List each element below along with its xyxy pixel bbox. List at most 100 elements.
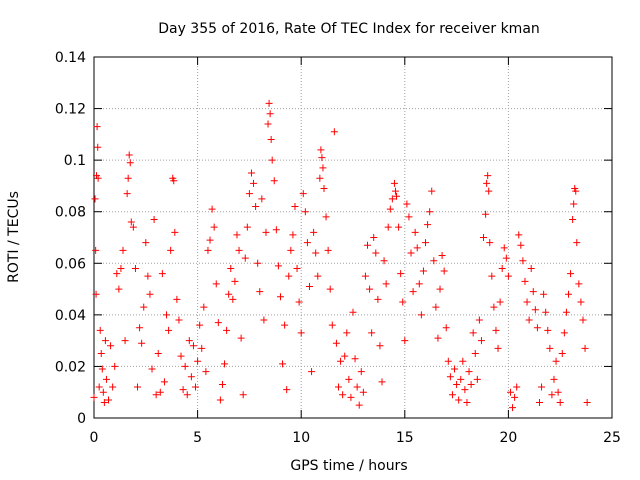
y-tick-label: 0.02	[55, 359, 86, 375]
data-point	[521, 277, 529, 285]
data-point	[579, 316, 587, 324]
data-point	[93, 123, 101, 131]
data-point	[440, 267, 448, 275]
y-tick-label: 0.08	[55, 205, 86, 221]
data-point	[570, 200, 578, 208]
y-tick-label: 0.1	[64, 153, 86, 169]
data-point	[227, 264, 235, 272]
data-point	[498, 264, 506, 272]
data-point	[235, 246, 243, 254]
data-point	[380, 257, 388, 265]
data-point	[490, 303, 498, 311]
data-point	[267, 136, 275, 144]
data-point	[567, 270, 575, 278]
data-point	[179, 386, 187, 394]
data-point	[131, 264, 139, 272]
y-tick-label: 0.12	[55, 102, 86, 118]
data-point	[432, 303, 440, 311]
data-point	[295, 298, 303, 306]
data-point	[550, 375, 558, 383]
data-point	[177, 352, 185, 360]
data-point	[262, 228, 270, 236]
data-point	[465, 368, 473, 376]
data-point	[415, 280, 423, 288]
data-point	[345, 375, 353, 383]
data-point	[308, 368, 316, 376]
data-point	[212, 280, 220, 288]
data-point	[411, 228, 419, 236]
data-point	[237, 334, 245, 342]
data-point	[519, 257, 527, 265]
data-point	[347, 393, 355, 401]
data-point	[469, 329, 477, 337]
data-point	[544, 326, 552, 334]
data-point	[504, 272, 512, 280]
data-point	[200, 303, 208, 311]
data-point	[109, 383, 117, 391]
data-point	[506, 388, 514, 396]
chart-title: Day 355 of 2016, Rate Of TEC Index for r…	[158, 21, 540, 37]
y-tick-label: 0	[77, 411, 86, 427]
data-point	[276, 293, 284, 301]
data-point	[156, 388, 164, 396]
data-point	[163, 311, 171, 319]
data-point	[407, 249, 415, 257]
data-point	[457, 375, 465, 383]
axis-ticks: 0 0.02 0.04 0.06 0.08 0.1 0.12 0.14 0 5 10 15 20 25	[55, 50, 621, 446]
data-point	[291, 203, 299, 211]
grid-lines	[94, 57, 612, 418]
data-point	[243, 223, 251, 231]
data-point	[393, 192, 401, 200]
data-point	[92, 290, 100, 298]
data-point	[500, 244, 508, 252]
data-point	[170, 177, 178, 185]
data-point	[552, 357, 560, 365]
data-point	[448, 391, 456, 399]
data-point	[430, 257, 438, 265]
data-point	[265, 99, 273, 107]
data-points	[90, 99, 591, 412]
data-point	[316, 174, 324, 182]
data-point	[334, 383, 342, 391]
data-point	[324, 246, 332, 254]
data-point	[283, 386, 291, 394]
data-point	[121, 337, 129, 345]
data-point	[484, 172, 492, 180]
data-point	[343, 329, 351, 337]
data-point	[488, 272, 496, 280]
y-tick-label: 0.06	[55, 256, 86, 272]
data-point	[386, 205, 394, 213]
data-point	[260, 316, 268, 324]
data-point	[285, 272, 293, 280]
data-point	[513, 383, 521, 391]
data-point	[223, 326, 231, 334]
data-point	[384, 223, 392, 231]
data-point	[391, 187, 399, 195]
data-point	[181, 362, 189, 370]
data-point	[107, 342, 115, 350]
data-point	[254, 259, 262, 267]
data-point	[485, 187, 493, 195]
data-point	[397, 270, 405, 278]
data-point	[247, 169, 255, 177]
data-point	[538, 383, 546, 391]
data-point	[349, 308, 357, 316]
data-point	[364, 241, 372, 249]
data-point	[241, 254, 249, 262]
data-point	[245, 190, 253, 198]
data-point	[252, 203, 260, 211]
data-point	[148, 365, 156, 373]
data-point	[167, 246, 175, 254]
data-point	[98, 365, 106, 373]
data-point	[152, 391, 160, 399]
data-point	[229, 295, 237, 303]
data-point	[231, 277, 239, 285]
data-point	[451, 365, 459, 373]
data-point	[158, 270, 166, 278]
data-point	[270, 177, 278, 185]
data-point	[556, 399, 564, 407]
data-point	[351, 355, 359, 363]
data-point	[492, 326, 500, 334]
data-point	[95, 383, 103, 391]
data-point	[175, 316, 183, 324]
